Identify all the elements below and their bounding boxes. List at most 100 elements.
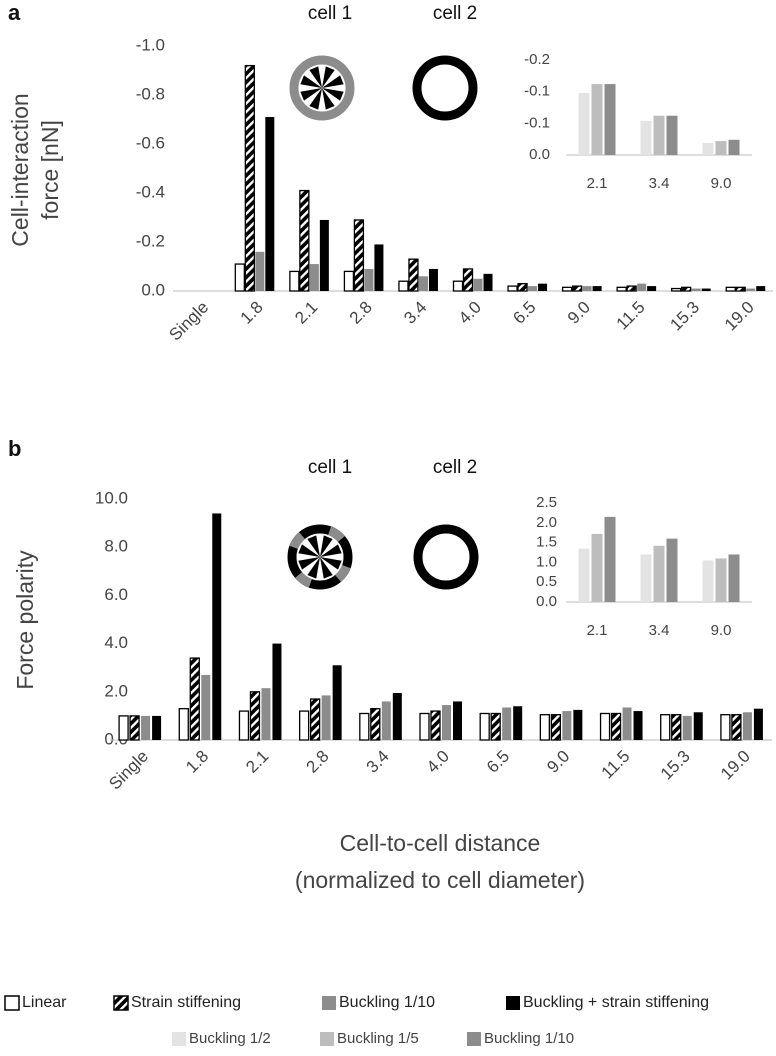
bar: [392, 693, 402, 740]
bar: [374, 244, 384, 291]
bar: [571, 285, 583, 292]
bar: [332, 665, 342, 740]
force-arrow: [322, 88, 344, 101]
x-tick-label: Single: [105, 747, 152, 794]
legend-label: Strain stiffening: [131, 994, 241, 1011]
legend-label: Buckling 1/2: [189, 1030, 271, 1047]
bar: [604, 516, 616, 602]
bar: [742, 712, 752, 740]
force-arrow: [322, 88, 335, 110]
bar: [728, 139, 740, 155]
bar: [370, 708, 381, 741]
x-tick-label: 9.0: [564, 298, 594, 328]
x-tick-label: 3.4: [649, 622, 670, 639]
bar: [693, 712, 703, 740]
cell-outline-segment: [289, 532, 306, 550]
legend-label: Linear: [22, 994, 67, 1011]
bar: [640, 120, 652, 155]
legend-swatch: [506, 996, 520, 1010]
x-tick-label: 11.5: [613, 298, 649, 334]
bar: [353, 219, 365, 292]
bar: [473, 278, 483, 291]
cell-outline: [412, 55, 478, 121]
cell-outline-segment: [334, 564, 351, 582]
cell-label: cell 1: [308, 3, 352, 24]
legend-label: Buckling 1/10: [484, 1030, 574, 1047]
bar: [234, 263, 245, 292]
cell-label: cell 2: [433, 457, 477, 478]
bar: [725, 286, 736, 292]
bar: [309, 264, 319, 291]
bar: [178, 708, 189, 741]
bar: [238, 710, 250, 741]
bar: [319, 219, 329, 291]
bar: [731, 714, 742, 741]
bar: [359, 712, 370, 741]
legend-label: Buckling + strain stiffening: [523, 994, 709, 1011]
bar: [604, 84, 616, 155]
bar: [255, 251, 265, 291]
legend-swatch: [4, 995, 20, 1011]
bar: [592, 286, 602, 291]
bar: [582, 286, 592, 291]
x-tick-label: 9.0: [711, 622, 732, 639]
legend-swatch: [467, 1032, 481, 1046]
bar: [321, 695, 331, 740]
bar: [261, 688, 271, 740]
force-arrow: [309, 88, 322, 110]
bar: [490, 712, 501, 741]
bar: [578, 548, 590, 602]
y-tick-label: 6.0: [104, 585, 128, 604]
bar: [152, 715, 162, 740]
bar: [539, 714, 551, 741]
force-arrow: [309, 66, 322, 88]
bar: [462, 268, 474, 292]
bar: [653, 115, 665, 155]
bar: [746, 288, 756, 291]
bar: [272, 643, 282, 740]
y-tick-label: -1.0: [136, 35, 165, 54]
bar: [715, 558, 727, 602]
bar: [591, 533, 603, 602]
bar: [671, 714, 682, 741]
bar: [189, 657, 200, 741]
bar: [682, 715, 692, 740]
cell-label: cell 2: [433, 3, 477, 24]
bar: [141, 715, 151, 740]
x-tick-label: 1.8: [237, 298, 267, 328]
bar: [633, 711, 643, 740]
bar: [702, 560, 714, 602]
panel-label: a: [8, 0, 21, 25]
bar: [616, 286, 627, 292]
y-tick-label: -0.1: [524, 114, 550, 131]
bar: [442, 705, 451, 740]
bar: [735, 286, 746, 292]
bar: [507, 285, 518, 292]
bar: [599, 712, 611, 741]
bar: [573, 709, 583, 740]
bar: [289, 270, 300, 292]
y-tick-label: 1.5: [536, 534, 557, 551]
y-tick-label: 8.0: [104, 537, 128, 556]
force-arrow: [322, 66, 335, 88]
bar: [452, 280, 464, 292]
y-axis-title: Force polarity: [12, 550, 38, 690]
bar: [343, 270, 355, 292]
bar: [640, 554, 652, 602]
y-tick-label: 10.0: [95, 488, 128, 507]
x-tick-label: 15.3: [657, 747, 694, 784]
x-tick-label: 19.0: [721, 298, 758, 335]
bar: [681, 286, 692, 292]
bar: [517, 282, 528, 292]
x-tick-label: 6.5: [509, 298, 539, 328]
x-tick-label: 3.4: [649, 175, 670, 192]
x-tick-label: 11.5: [598, 747, 634, 783]
force-arrow: [307, 535, 320, 557]
legend-label: Buckling 1/10: [339, 994, 435, 1011]
bar: [622, 707, 632, 740]
bar: [647, 286, 657, 291]
bar: [118, 715, 129, 741]
y-tick-label: -0.2: [524, 51, 550, 68]
cell-outline: [413, 524, 479, 590]
x-tick-label: 19.0: [717, 747, 754, 784]
